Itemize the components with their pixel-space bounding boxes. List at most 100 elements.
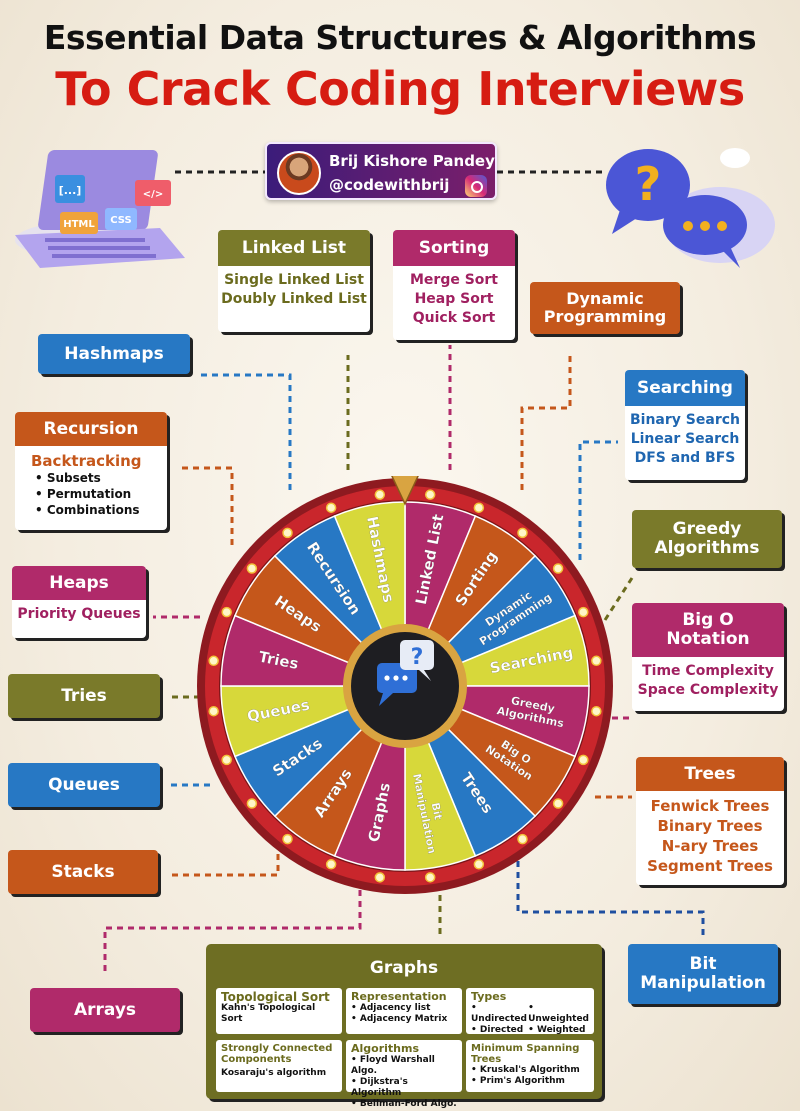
sorting-card: Sorting Merge Sort Heap Sort Quick Sort (393, 230, 515, 340)
graphs-title: Graphs (369, 958, 439, 978)
trees-item: Fenwick Trees (650, 797, 770, 815)
scc-text: Kosaraju's algorithm (221, 1068, 327, 1078)
wheel-bulb (591, 655, 602, 667)
scc-heading: Strongly Connected Components (221, 1043, 333, 1065)
heaps-item: Priority Queues (17, 606, 141, 622)
chat-question-icon: ? (377, 640, 434, 706)
big-o-card: Big O Notation Time Complexity Space Com… (632, 603, 784, 711)
trees-items: Fenwick Trees Binary Trees N-ary Trees S… (636, 791, 784, 876)
queues-title: Queues (48, 774, 120, 795)
types-list: • Undirected • Unweighted • Directed • W… (471, 1003, 589, 1036)
big-o-title: Big O Notation (632, 603, 784, 657)
representation-cell: Representation Adjacency list Adjacency … (346, 988, 462, 1034)
wheel-bulb (517, 527, 528, 539)
wheel-bulb (208, 655, 219, 667)
svg-text:?: ? (635, 157, 662, 211)
wheel-bulb (221, 606, 232, 618)
linked-list-items: Single Linked List Doubly Linked List (218, 266, 370, 309)
types-cell: Types • Undirected • Unweighted • Direct… (466, 988, 594, 1036)
dynamic-programming-title: Dynamic Programming (543, 289, 667, 326)
linked-list-card: Linked List Single Linked List Doubly Li… (218, 230, 370, 332)
chip-html-label: HTML (63, 219, 95, 230)
recursion-item: • Subsets (35, 471, 101, 485)
topological-sort-text: Kahn's Topological Sort (221, 1003, 316, 1024)
heaps-title: Heaps (12, 566, 146, 600)
searching-card: Searching Binary Search Linear Search DF… (625, 370, 745, 480)
tries-card: Tries (8, 674, 160, 718)
avatar (277, 151, 321, 195)
dynamic-programming-card: Dynamic Programming (530, 282, 680, 334)
stacks-title: Stacks (51, 861, 115, 882)
types-item: • Unweighted (528, 1003, 589, 1024)
types-item: • Undirected (471, 1003, 527, 1024)
sorting-item: Heap Sort (414, 291, 494, 307)
chip-tag-label: </> (143, 189, 163, 200)
title-line-1: Essential Data Structures & Algorithms (43, 18, 757, 57)
searching-items: Binary Search Linear Search DFS and BFS (625, 406, 745, 468)
recursion-item: • Permutation (35, 487, 132, 501)
wheel-bulb (424, 489, 436, 500)
algorithms-cell: Algorithms Floyd Warshall Algo. Dijkstra… (346, 1040, 462, 1109)
topological-sort-cell: Topological Sort Kahn's Topological Sort (216, 988, 342, 1034)
wheel-bulb (325, 502, 337, 513)
wheel-bulb (591, 705, 602, 717)
representation-item: Adjacency list (351, 1003, 457, 1014)
title-line-2: To Crack Coding Interviews (55, 62, 745, 116)
wheel-bulb (552, 563, 564, 574)
bit-manipulation-card: Bit Manipulation (628, 944, 778, 1004)
wheel-bulb (282, 833, 293, 845)
types-heading: Types (471, 990, 507, 1003)
chat-bubbles-illustration: ? (606, 148, 775, 268)
big-o-item: Space Complexity (637, 682, 779, 698)
bit-manipulation-title: Bit Manipulation (640, 954, 766, 993)
topic-wheel: Linked List Sorting DynamicProgramming Sear… (195, 473, 615, 896)
representation-item: Adjacency Matrix (351, 1014, 457, 1025)
wheel-bulb (424, 872, 436, 883)
trees-title: Trees (636, 757, 784, 791)
tries-title: Tries (61, 685, 107, 706)
chip-code-label: [...] (59, 184, 82, 197)
recursion-title: Recursion (15, 412, 167, 446)
wheel-bulb (578, 754, 589, 766)
big-o-items: Time Complexity Space Complexity (632, 657, 784, 700)
wheel-svg: Linked List SortingDynamicProgrammingSear… (197, 473, 613, 894)
trees-item: Binary Trees (657, 817, 763, 835)
heaps-card: Heaps Priority Queues (12, 566, 146, 638)
searching-item: DFS and BFS (634, 450, 736, 466)
algorithms-heading: Algorithms (351, 1042, 420, 1055)
arrays-title: Arrays (73, 999, 137, 1020)
sorting-title: Sorting (393, 230, 515, 266)
hashmaps-card: Hashmaps (38, 334, 190, 374)
topological-sort-heading: Topological Sort (221, 990, 330, 1004)
scc-cell: Strongly Connected Components Kosaraju's… (216, 1040, 342, 1092)
wheel-bulb (221, 754, 232, 766)
sorting-items: Merge Sort Heap Sort Quick Sort (393, 266, 515, 328)
representation-list: Adjacency list Adjacency Matrix (351, 1003, 457, 1025)
instagram-icon[interactable] (465, 175, 487, 197)
sorting-item: Merge Sort (409, 272, 499, 288)
big-o-item: Time Complexity (642, 663, 774, 679)
laptop-illustration: [...] HTML CSS </> (15, 150, 185, 268)
stacks-card: Stacks (8, 850, 158, 894)
wheel-bulb (246, 798, 258, 809)
arrays-card: Arrays (30, 988, 180, 1032)
author-handle: @codewithbrij (329, 176, 450, 194)
searching-item: Linear Search (630, 431, 740, 447)
algorithms-item: Bellman-Ford Algo. (351, 1099, 457, 1110)
svg-text:?: ? (411, 645, 424, 670)
wheel-bulb (325, 859, 337, 870)
algorithms-list: Floyd Warshall Algo. Dijkstra's Algorith… (351, 1055, 457, 1110)
mst-heading: Minimum Spanning Trees (471, 1043, 580, 1065)
greedy-algorithms-title: Greedy Algorithms (654, 519, 760, 558)
queues-card: Queues (8, 763, 160, 807)
wheel-bulb (473, 502, 485, 513)
representation-heading: Representation (351, 990, 447, 1003)
algorithms-item: Dijkstra's Algorithm (351, 1077, 457, 1099)
wheel-bulb (517, 833, 528, 845)
wheel-bulb (578, 606, 589, 618)
wheel-bulb (374, 489, 386, 500)
graphs-panel: Graphs Topological Sort Kahn's Topologic… (206, 944, 602, 1109)
mst-item: Prim's Algorithm (471, 1076, 589, 1087)
wheel-bulb (282, 527, 293, 539)
